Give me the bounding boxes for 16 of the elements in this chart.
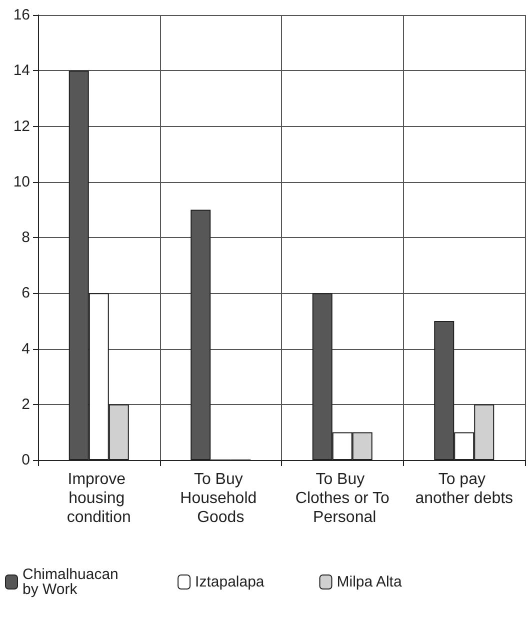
y-tick-label: 14 [13,62,30,80]
y-tick-label: 4 [22,340,30,358]
x-tick-label: To Buy Clothes or To Personal [295,471,390,526]
y-tick-label: 12 [13,118,30,135]
y-tick-label: 8 [22,229,30,246]
y-tick-label: 10 [13,173,30,190]
legend-label: Chimalhuacan by Work [22,566,123,598]
x-tick-label: Improve housing condition [66,471,131,526]
y-tick-label: 6 [22,284,30,302]
y-tick-label: 16 [13,6,30,24]
x-tick-label: To Buy Household Goods [180,471,262,526]
x-tick-label: To pay another debts [415,471,514,507]
legend-label: Iztapalapa [195,574,265,590]
y-tick-label: 0 [22,452,30,468]
legend-label: Milpa Alta [336,574,402,590]
y-tick-label: 2 [22,396,30,413]
